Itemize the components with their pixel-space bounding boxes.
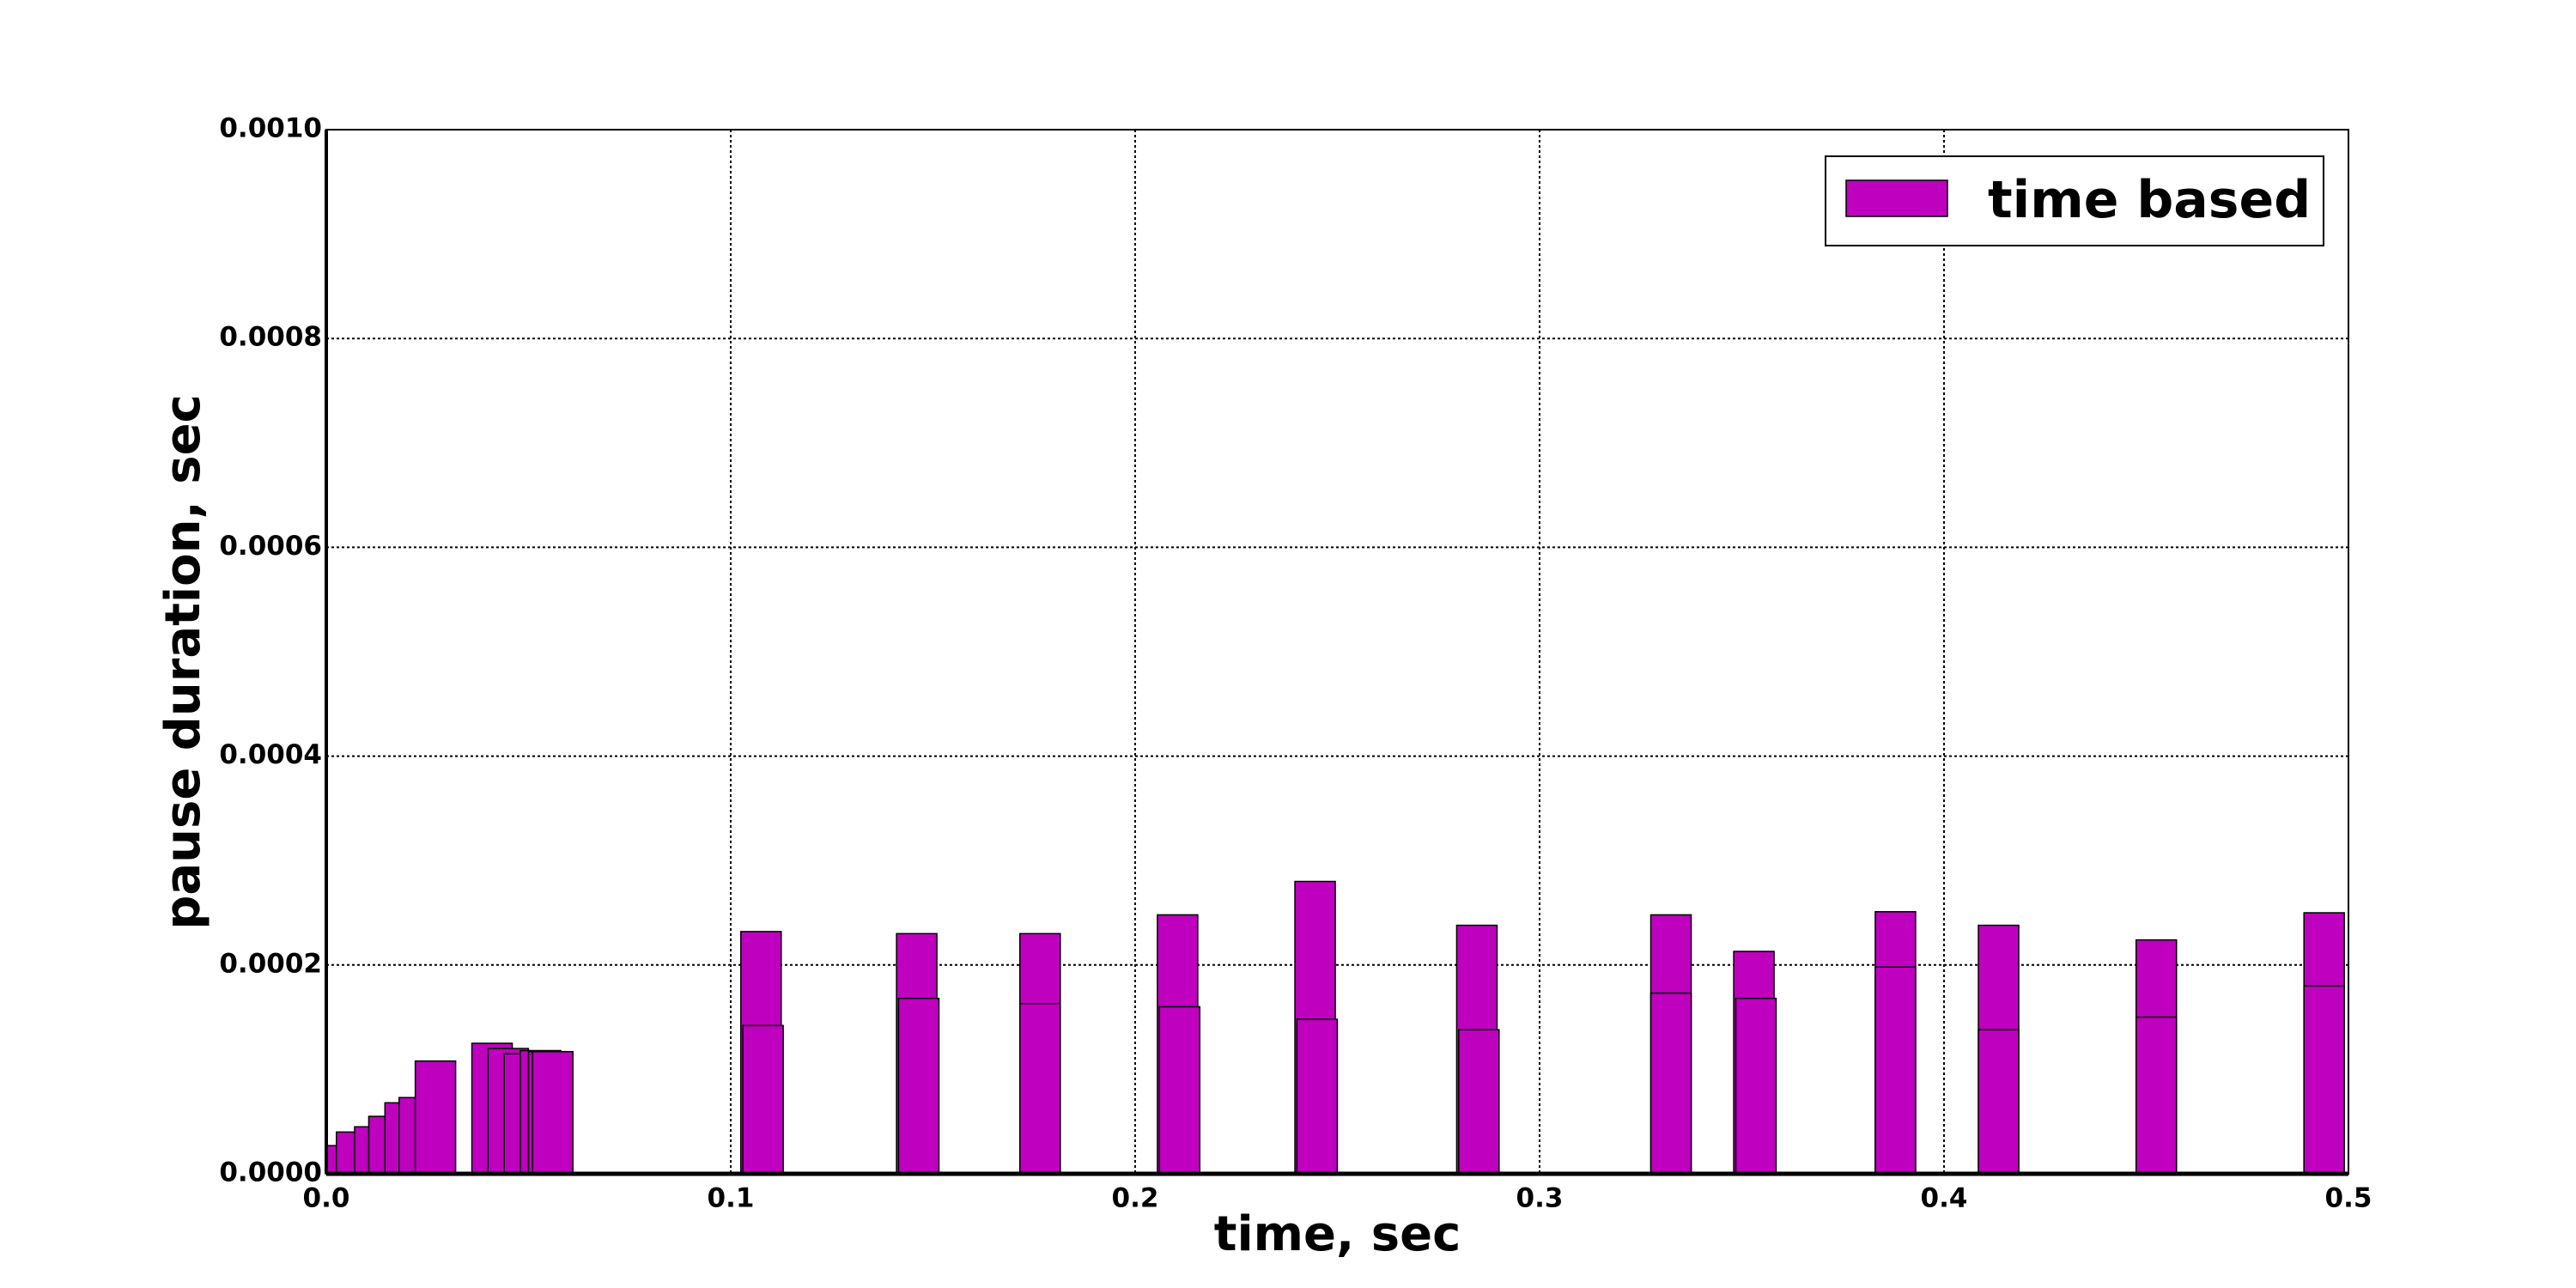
- bar: [414, 1060, 457, 1175]
- bar: [1978, 1029, 2020, 1175]
- y-tick-labels: 0.0000 0.0002 0.0004 0.0006 0.0008 0.0010: [219, 113, 322, 1188]
- bar: [1735, 997, 1777, 1175]
- bar: [1649, 992, 1692, 1175]
- bar: [2303, 985, 2345, 1175]
- bar: [532, 1050, 574, 1175]
- bar: [2135, 1016, 2178, 1175]
- legend: time based: [1825, 155, 2324, 246]
- x-tick-label: 0.1: [708, 1183, 755, 1214]
- y-tick-label: 0.0000: [219, 1157, 322, 1188]
- legend-swatch-time-based: [1845, 179, 1948, 217]
- plot-frame: [325, 129, 2349, 1175]
- bar: [1458, 1029, 1500, 1175]
- bar: [742, 1024, 784, 1175]
- x-tick-label: 0.5: [2325, 1183, 2372, 1214]
- y-axis-title: pause duration, sec: [155, 394, 211, 930]
- x-axis-title: time, sec: [1214, 1206, 1461, 1262]
- y-tick-label: 0.0008: [219, 322, 322, 353]
- bar: [1019, 1003, 1061, 1175]
- x-tick-label: 0.2: [1112, 1183, 1159, 1214]
- grid: [325, 129, 2349, 1175]
- bar: [897, 997, 940, 1175]
- y-tick-label: 0.0002: [219, 948, 322, 979]
- bar: [1158, 1005, 1201, 1175]
- x-tick-labels: 0.0 0.1 0.2 0.3 0.4 0.5: [303, 1183, 2372, 1214]
- x-tick-label: 0.3: [1516, 1183, 1564, 1214]
- y-tick-label: 0.0004: [219, 739, 322, 770]
- x-tick-label: 0.0: [303, 1183, 350, 1214]
- bar: [1874, 966, 1917, 1175]
- bar-series-time-based: [325, 880, 2345, 1175]
- legend-label-time-based: time based: [1988, 170, 2311, 230]
- x-tick-label: 0.4: [1921, 1183, 1968, 1214]
- y-tick-label: 0.0010: [219, 113, 322, 144]
- bar: [1296, 1018, 1339, 1175]
- y-tick-label: 0.0006: [219, 531, 322, 562]
